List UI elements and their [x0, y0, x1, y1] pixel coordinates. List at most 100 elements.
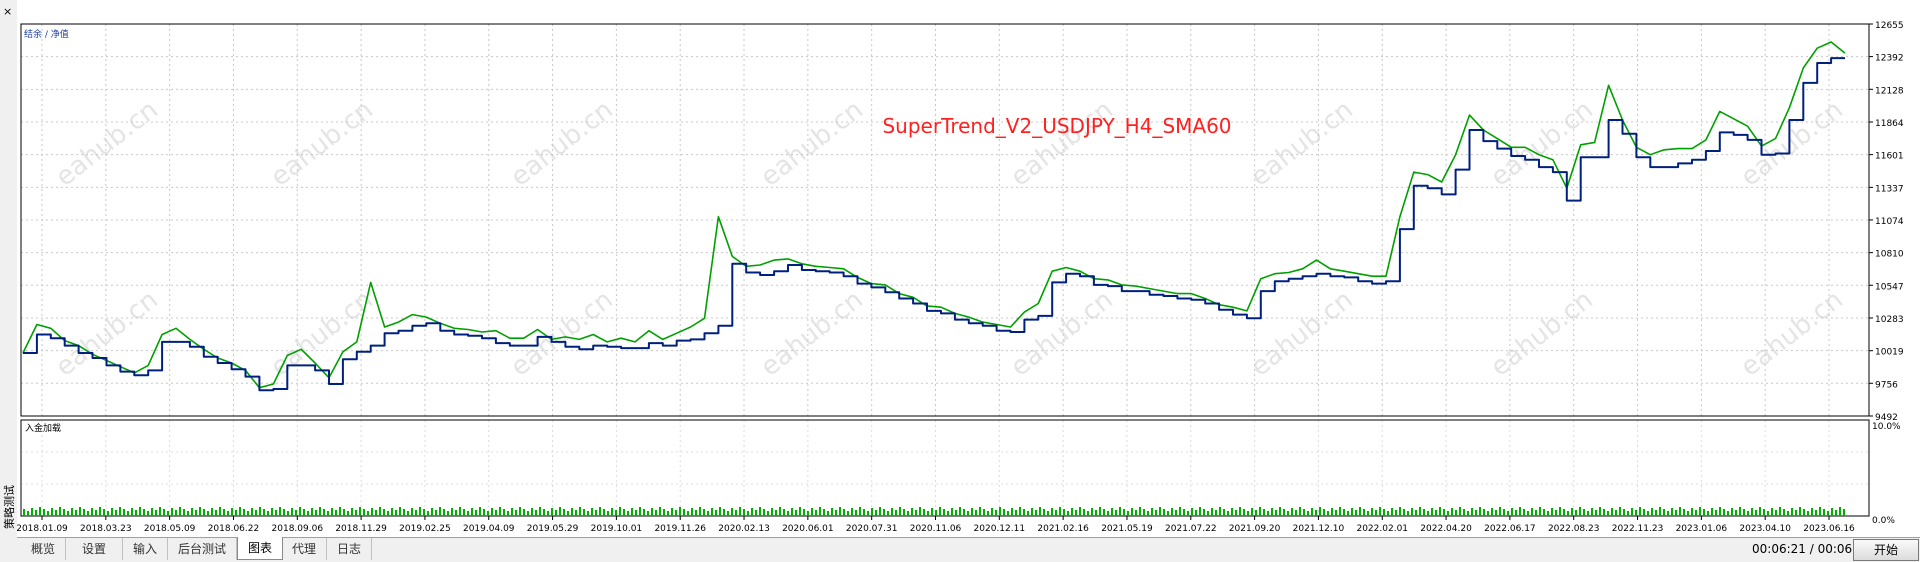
deposit-load-bar: [1539, 507, 1541, 516]
y-axis: 9492 9756 10019 10283 10547 10810 11074 11337 11…: [1869, 21, 1904, 423]
deposit-load-bar: [1103, 509, 1105, 516]
deposit-load-bar: [1007, 511, 1009, 516]
deposit-load-bar: [703, 509, 705, 516]
deposit-load-bar: [287, 511, 289, 516]
side-panel-title: 策略测试: [3, 485, 16, 529]
deposit-load-bar: [1043, 509, 1045, 516]
deposit-load-bar: [1299, 507, 1301, 516]
x-tick-label: 2020.06.01: [782, 524, 834, 534]
deposit-load-bar: [507, 511, 509, 516]
deposit-load-bar: [1155, 510, 1157, 516]
chart-area: eahub.cn eahub.cn eahub.cn eahub.cn eahub.cn…: [16, 0, 1920, 537]
deposit-load-bar: [583, 509, 585, 516]
deposit-load-bar: [879, 507, 881, 516]
x-tick-label: 2019.11.26: [654, 524, 706, 534]
deposit-load-bar: [475, 510, 477, 516]
deposit-load-bar: [735, 510, 737, 516]
deposit-load-bar: [823, 509, 825, 516]
deposit-load-bar: [707, 511, 709, 516]
x-tick-label: 2021.05.19: [1101, 524, 1153, 534]
deposit-load-bar: [83, 509, 85, 516]
tab-agents[interactable]: 代理: [282, 538, 327, 560]
deposit-load-bar: [727, 511, 729, 516]
deposit-load-bar: [1415, 510, 1417, 516]
deposit-load-bar: [1743, 509, 1745, 516]
deposit-load-bar: [1771, 508, 1773, 516]
deposit-load-bar: [515, 510, 517, 516]
y-tick-label: 10019: [1875, 348, 1904, 358]
x-tick-label: 2020.12.11: [974, 524, 1026, 534]
deposit-load-bar: [1327, 511, 1329, 516]
deposit-load-bar: [619, 507, 621, 516]
deposit-load-bar: [395, 510, 397, 516]
deposit-load-bar: [815, 510, 817, 516]
deposit-load-bar: [1275, 510, 1277, 516]
deposit-load-bar: [1799, 507, 1801, 516]
deposit-load-bar: [1523, 509, 1525, 516]
deposit-load-bar: [1591, 508, 1593, 516]
deposit-load-bar: [467, 511, 469, 516]
x-tick-label: 2020.07.31: [846, 524, 898, 534]
deposit-load-bar: [67, 511, 69, 516]
deposit-load-bar: [867, 511, 869, 516]
tab-settings[interactable]: 设置: [66, 538, 123, 560]
deposit-load-bars: [23, 507, 1845, 516]
deposit-load-bar: [1219, 507, 1221, 516]
deposit-load-bar: [1175, 510, 1177, 516]
deposit-load-bar: [639, 507, 641, 516]
deposit-load-bar: [1027, 511, 1029, 516]
deposit-load-bar: [435, 510, 437, 516]
deposit-load-bar: [927, 511, 929, 516]
deposit-load-bar: [403, 509, 405, 516]
tab-inputs[interactable]: 输入: [123, 538, 168, 560]
deposit-load-bar: [1315, 510, 1317, 516]
deposit-load-bar: [1071, 508, 1073, 516]
tab-overview[interactable]: 概览: [21, 538, 66, 560]
deposit-load-bar: [675, 510, 677, 516]
deposit-load-bar: [1783, 509, 1785, 516]
deposit-load-bar: [431, 508, 433, 516]
deposit-load-bar: [1587, 511, 1589, 516]
deposit-load-bar: [1715, 510, 1717, 516]
deposit-load-bar: [1795, 510, 1797, 516]
deposit-load-bar: [611, 508, 613, 516]
deposit-load-bar: [275, 510, 277, 516]
start-button[interactable]: 开始: [1853, 539, 1919, 561]
deposit-load-bar: [491, 508, 493, 516]
deposit-load-bar: [755, 510, 757, 516]
deposit-load-bar: [439, 507, 441, 516]
deposit-load-bar: [1819, 507, 1821, 516]
deposit-load-bar: [751, 508, 753, 516]
deposit-load-bar: [39, 507, 41, 516]
deposit-load-bar: [207, 511, 209, 516]
deposit-load-bar: [907, 511, 909, 516]
deposit-load-bar: [371, 508, 373, 516]
deposit-load-bar: [883, 509, 885, 516]
deposit-load-bar: [359, 507, 361, 516]
deposit-load-bar: [263, 509, 265, 516]
close-icon[interactable]: ×: [3, 5, 13, 18]
deposit-load-bar: [1319, 507, 1321, 516]
tab-backtest[interactable]: 后台测试: [168, 538, 237, 560]
deposit-load-bar: [47, 511, 49, 516]
deposit-load-bar: [379, 507, 381, 516]
deposit-load-bar: [1383, 509, 1385, 516]
deposit-load-bar: [803, 509, 805, 516]
deposit-load-bar: [1059, 507, 1061, 516]
deposit-load-bar: [1599, 507, 1601, 516]
tab-graph[interactable]: 图表: [237, 537, 283, 560]
deposit-load-bar: [423, 509, 425, 516]
deposit-load-bar: [1455, 510, 1457, 516]
deposit-load-bar: [1611, 508, 1613, 516]
deposit-load-bar: [191, 508, 193, 516]
deposit-load-bar: [567, 511, 569, 516]
deposit-load-bar: [1775, 510, 1777, 516]
deposit-load-bar: [635, 510, 637, 516]
deposit-load-bar: [655, 510, 657, 516]
deposit-load-bar: [1551, 508, 1553, 516]
deposit-load-bar: [231, 508, 233, 516]
deposit-load-bar: [123, 509, 125, 516]
deposit-load-bar: [1203, 509, 1205, 516]
tab-journal[interactable]: 日志: [327, 538, 372, 560]
deposit-load-bar: [527, 511, 529, 516]
